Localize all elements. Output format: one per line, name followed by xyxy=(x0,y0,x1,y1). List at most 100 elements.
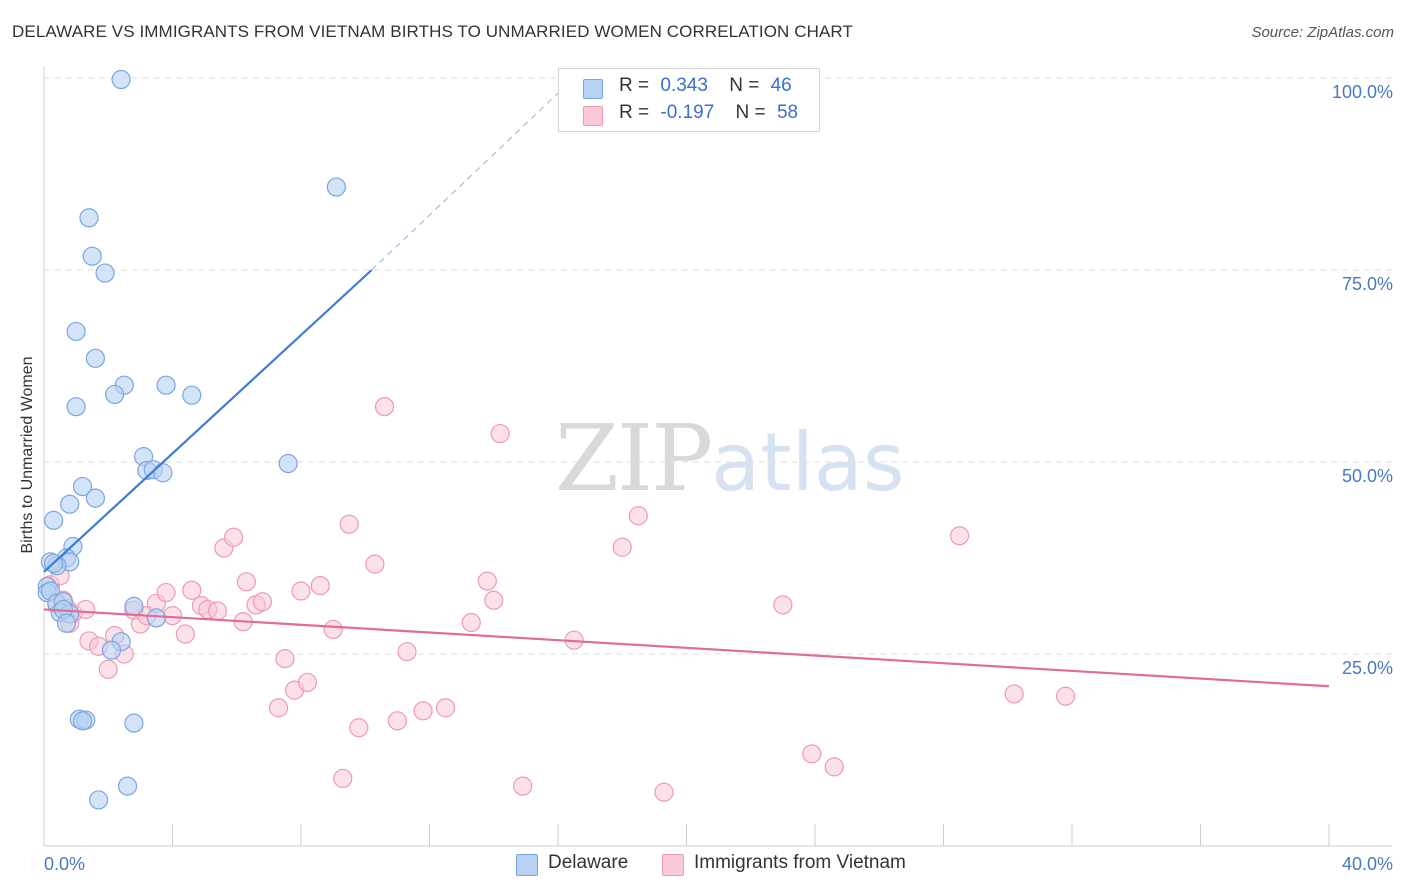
y-tick-label: 50.0% xyxy=(1342,466,1393,486)
legend-r-label: R = xyxy=(619,75,650,96)
trend-lines xyxy=(43,77,1330,688)
delaware-point xyxy=(89,790,109,810)
vietnam-point xyxy=(182,580,202,600)
x-tick-label-max: 40.0% xyxy=(1342,854,1393,874)
legend-swatch-vietnam xyxy=(662,854,684,876)
y-tick-label: 25.0% xyxy=(1342,658,1393,678)
delaware-point xyxy=(79,208,99,228)
legend-swatch-delaware xyxy=(583,79,603,99)
delaware-point xyxy=(60,494,80,514)
vietnam-point xyxy=(773,595,793,615)
vietnam-point xyxy=(612,537,632,557)
watermark-zip: ZIP xyxy=(555,405,713,512)
vietnam-point xyxy=(98,659,118,679)
vietnam-point xyxy=(236,572,256,592)
vietnam-point xyxy=(435,698,456,718)
vietnam-point xyxy=(268,698,289,718)
vietnam-point xyxy=(802,744,822,764)
vietnam-points xyxy=(40,397,1076,802)
delaware-points xyxy=(37,69,346,810)
vietnam-point xyxy=(413,701,433,721)
y-axis-label: Births to Unmarried Women xyxy=(19,356,36,554)
vietnam-point xyxy=(175,624,195,644)
delaware-point xyxy=(56,613,77,633)
delaware-point xyxy=(101,640,122,660)
delaware-point xyxy=(105,384,125,405)
legend-swatch-vietnam xyxy=(583,106,603,126)
y-tick-label: 75.0% xyxy=(1342,274,1393,294)
delaware-point xyxy=(82,246,102,266)
delaware-trend-extension xyxy=(371,77,575,271)
vietnam-point xyxy=(333,768,353,789)
vietnam-point xyxy=(824,757,844,777)
vietnam-point xyxy=(397,642,417,662)
delaware-point xyxy=(66,321,86,342)
delaware-point xyxy=(153,463,173,483)
vietnam-point xyxy=(1004,684,1024,704)
axes xyxy=(43,66,1392,847)
legend-text-delaware: R = 0.343 N = 46 xyxy=(619,75,792,97)
delaware-point xyxy=(66,397,86,417)
vietnam-point xyxy=(490,423,510,444)
series-legend: Delaware Immigrants from Vietnam xyxy=(0,852,1406,878)
delaware-point xyxy=(146,608,167,628)
delaware-point xyxy=(111,69,131,90)
delaware-point xyxy=(156,375,176,395)
delaware-point xyxy=(44,510,64,530)
vietnam-point xyxy=(297,672,318,693)
vietnam-trend-line xyxy=(43,608,1330,688)
vietnam-point xyxy=(310,576,330,596)
vietnam-point xyxy=(949,526,970,546)
tick-labels: 25.0% 50.0% 75.0% 100.0% 0.0% 40.0% xyxy=(44,82,1393,874)
vietnam-point xyxy=(387,711,407,731)
correlation-legend: R = 0.343 N = 46 R = -0.197 N = 58 xyxy=(558,68,820,132)
legend-r-value: 0.343 xyxy=(660,75,708,96)
delaware-point xyxy=(95,263,115,283)
legend-label-delaware: Delaware xyxy=(548,852,629,873)
chart-title: DELAWARE VS IMMIGRANTS FROM VIETNAM BIRT… xyxy=(12,22,853,41)
vietnam-point xyxy=(291,581,311,601)
delaware-point xyxy=(72,711,93,731)
delaware-point xyxy=(278,453,298,474)
legend-swatch-delaware xyxy=(516,854,538,876)
grid-lines xyxy=(44,77,1392,655)
x-tick-label-min: 0.0% xyxy=(44,854,85,874)
delaware-point xyxy=(124,596,144,616)
vietnam-point xyxy=(654,782,674,802)
vietnam-point xyxy=(374,397,395,417)
delaware-point xyxy=(124,713,144,733)
vietnam-point xyxy=(484,590,504,610)
vietnam-point xyxy=(323,619,343,640)
vietnam-point xyxy=(477,571,497,591)
legend-n-label: N = xyxy=(735,102,766,123)
legend-text-vietnam: R = -0.197 N = 58 xyxy=(619,102,798,124)
legend-r-value: -0.197 xyxy=(660,102,715,123)
vietnam-point xyxy=(628,506,648,526)
legend-r-label: R = xyxy=(619,102,650,123)
vietnam-point xyxy=(275,649,295,669)
source-credit: Source: ZipAtlas.com xyxy=(1251,24,1394,41)
delaware-point xyxy=(72,476,93,497)
delaware-point xyxy=(182,385,202,405)
vietnam-point xyxy=(223,527,244,547)
vietnam-point xyxy=(1055,686,1076,706)
vietnam-point xyxy=(252,592,273,612)
vietnam-point xyxy=(339,514,359,534)
legend-label-vietnam: Immigrants from Vietnam xyxy=(694,852,906,873)
y-tick-label: 100.0% xyxy=(1332,82,1393,102)
delaware-point xyxy=(85,488,106,508)
delaware-point xyxy=(85,348,106,368)
legend-n-value: 46 xyxy=(770,75,792,96)
vietnam-point xyxy=(461,612,481,633)
delaware-point xyxy=(117,776,138,796)
legend-n-label: N = xyxy=(729,75,760,96)
legend-n-value: 58 xyxy=(776,102,799,123)
delaware-trend-line xyxy=(43,269,373,573)
delaware-point xyxy=(326,177,346,197)
vietnam-point xyxy=(349,718,369,738)
vietnam-point xyxy=(76,599,96,620)
vietnam-point xyxy=(513,776,533,796)
vietnam-point xyxy=(162,605,183,626)
vietnam-point xyxy=(156,582,176,603)
